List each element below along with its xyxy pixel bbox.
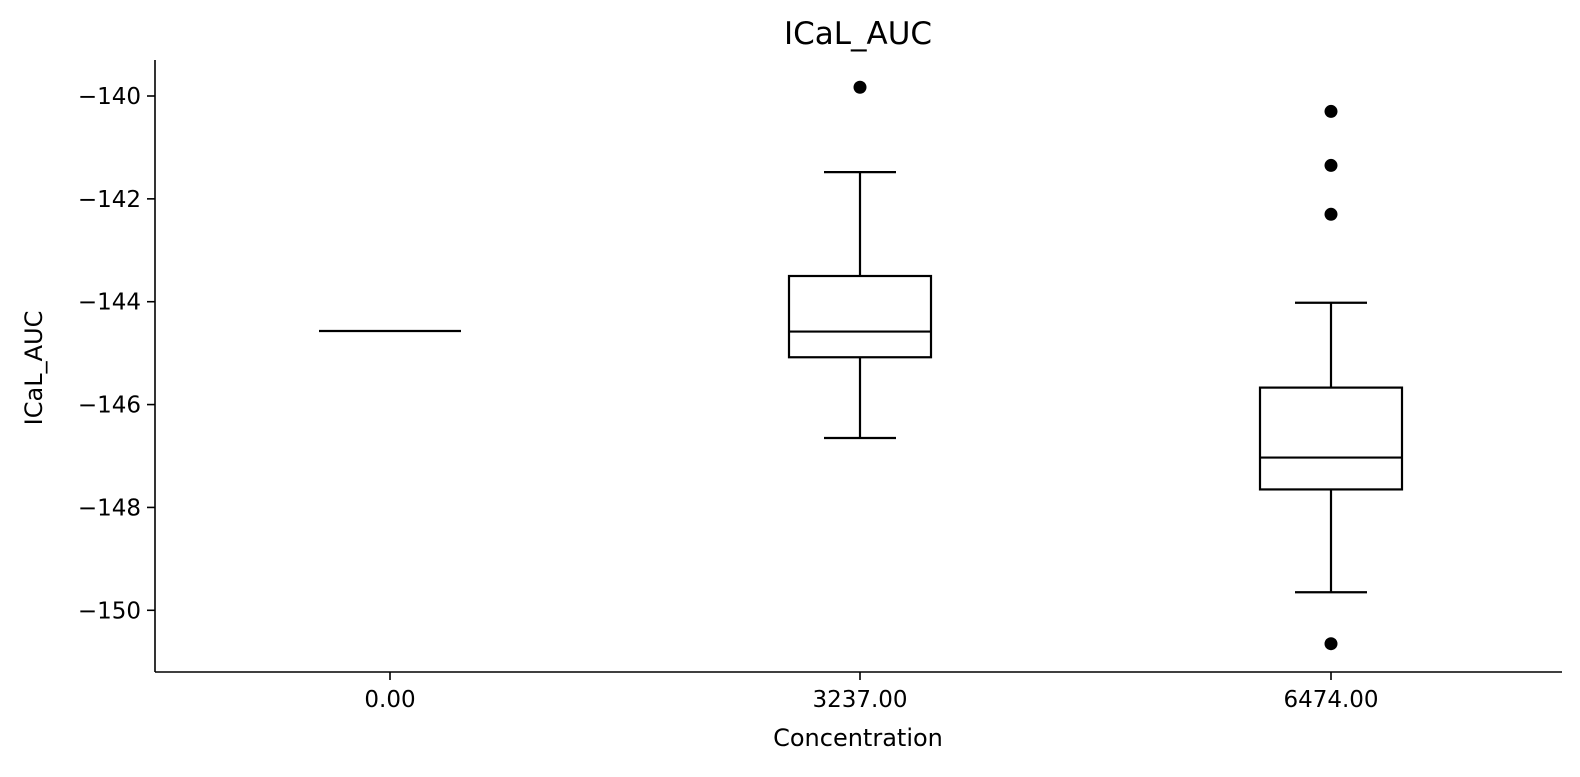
outlier-point bbox=[1324, 158, 1338, 172]
chart-title: ICaL_AUC bbox=[784, 16, 932, 52]
x-tick-label: 3237.00 bbox=[812, 687, 907, 713]
x-axis-label: Concentration bbox=[773, 724, 943, 752]
y-tick-label: −142 bbox=[78, 187, 141, 213]
outlier-point bbox=[1324, 104, 1338, 118]
y-tick-label: −140 bbox=[78, 84, 141, 110]
y-tick-label: −150 bbox=[78, 598, 141, 624]
box-iqr bbox=[787, 274, 933, 359]
y-tick-label: −144 bbox=[78, 290, 141, 316]
y-axis-label: ICaL_AUC bbox=[20, 311, 48, 426]
boxplot-6474.00 bbox=[1258, 104, 1404, 651]
boxplot-3237.00 bbox=[787, 80, 933, 440]
outlier-point bbox=[1324, 637, 1338, 651]
x-tick-label: 6474.00 bbox=[1283, 687, 1378, 713]
x-ticks: 0.00 3237.00 6474.00 bbox=[364, 672, 1379, 713]
x-tick-label: 0.00 bbox=[364, 687, 415, 713]
y-tick-label: −146 bbox=[78, 393, 141, 419]
box-iqr bbox=[1258, 386, 1404, 491]
y-ticks: −140 −142 −144 −146 −148 −150 bbox=[78, 84, 155, 624]
outlier-point bbox=[1324, 207, 1338, 221]
outlier-point bbox=[853, 80, 867, 94]
boxplots bbox=[319, 80, 1404, 651]
y-tick-label: −148 bbox=[78, 495, 141, 521]
